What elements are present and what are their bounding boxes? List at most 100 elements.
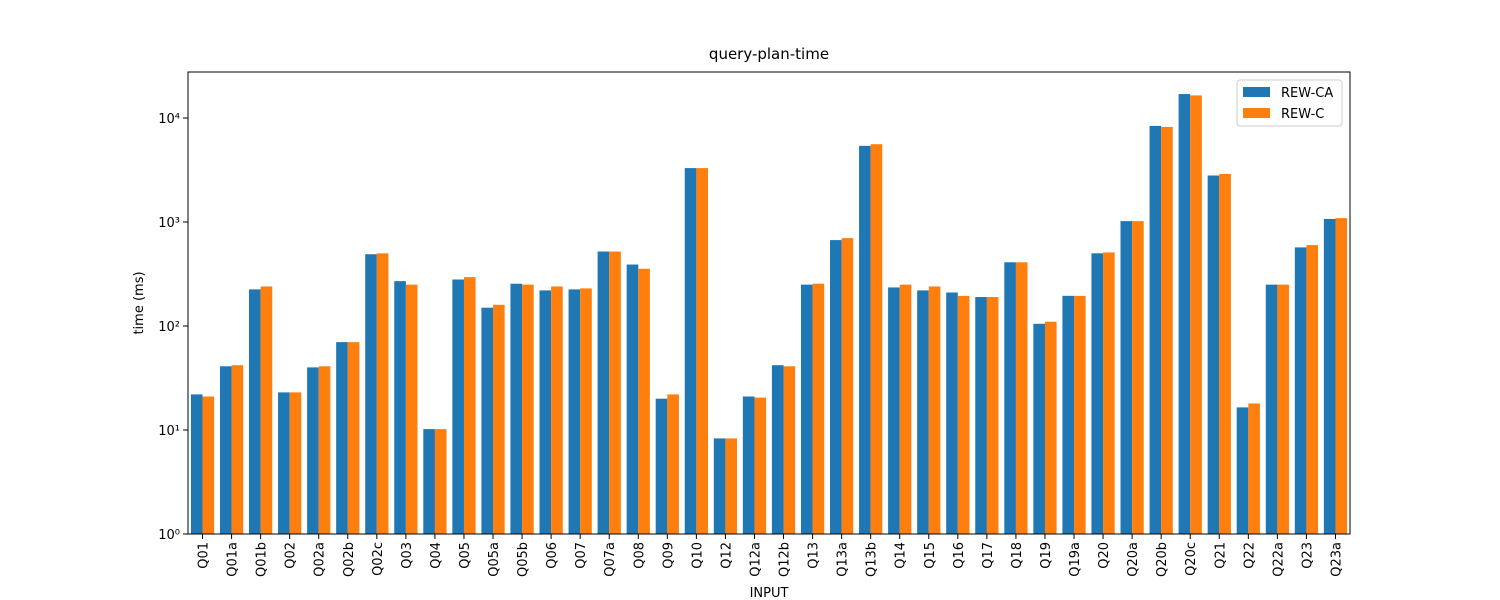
bar (830, 240, 842, 534)
bar (870, 144, 883, 534)
bar (975, 297, 987, 534)
x-tick-label: Q15 (923, 542, 938, 569)
x-tick-label: Q20c (1184, 542, 1199, 576)
bar (278, 392, 290, 534)
x-tick-label: Q06 (545, 542, 560, 569)
chart-title: query-plan-time (709, 45, 829, 63)
x-tick-label: Q05b (516, 542, 531, 577)
bar (1294, 247, 1307, 534)
x-axis-label: INPUT (750, 586, 789, 600)
x-tick-label: Q01a (226, 542, 241, 577)
x-tick-label: Q02 (284, 542, 299, 569)
bar (551, 286, 563, 534)
x-tick-label: Q23a (1329, 542, 1344, 577)
bar (202, 396, 215, 534)
bar (597, 251, 610, 534)
x-tick-label: Q14 (894, 542, 909, 569)
bar (684, 168, 697, 534)
bar (888, 287, 900, 534)
bar (1248, 403, 1260, 534)
bar (1219, 173, 1231, 534)
legend-swatch (1243, 108, 1270, 118)
x-tick-label: Q07a (603, 542, 618, 577)
x-tick-label: Q12a (748, 542, 763, 577)
bar (289, 392, 302, 534)
bar (539, 290, 552, 534)
bar (626, 264, 639, 534)
bar (231, 365, 244, 534)
bar (1044, 321, 1057, 534)
bar (336, 342, 348, 534)
x-tick-label: Q02c (371, 542, 386, 576)
bar (1277, 284, 1289, 534)
bar (260, 286, 273, 534)
bar (219, 366, 232, 534)
x-tick-label: Q13b (865, 542, 880, 577)
x-tick-label: Q05 (458, 542, 473, 569)
legend-label: REW-C (1281, 107, 1324, 122)
x-tick-label: Q03 (400, 542, 415, 569)
bar (423, 429, 435, 534)
bar (859, 145, 871, 535)
bar (1161, 126, 1173, 534)
bar (249, 289, 261, 534)
bar (1015, 262, 1028, 534)
bar (493, 304, 505, 534)
bar (800, 284, 813, 534)
bar (957, 295, 970, 534)
bar (667, 394, 679, 534)
bar (463, 277, 476, 534)
x-tick-label: Q20 (1097, 542, 1112, 569)
bar (307, 367, 319, 534)
x-tick-label: Q05a (487, 542, 502, 577)
x-tick-label: Q19a (1068, 542, 1083, 577)
bar (986, 297, 999, 534)
bar (405, 284, 418, 534)
x-tick-label: Q01 (197, 542, 212, 569)
bar (347, 342, 360, 534)
x-tick-label: Q01b (255, 542, 270, 577)
bar (1062, 295, 1075, 534)
x-tick-label: Q16 (952, 542, 967, 569)
bar (190, 394, 203, 534)
bar (1323, 218, 1336, 534)
bar (1207, 175, 1220, 534)
y-tick-label: 10⁴ (158, 112, 180, 127)
bar (394, 281, 406, 534)
x-tick-label: Q12b (778, 542, 793, 577)
bar (580, 288, 592, 534)
x-tick-label: Q12 (719, 542, 734, 569)
x-tick-label: Q23 (1300, 542, 1315, 569)
bar (1103, 252, 1115, 534)
bar (452, 279, 464, 534)
plot-frame (187, 71, 1351, 535)
legend-label: REW-CA (1281, 86, 1333, 101)
bar (783, 366, 796, 534)
bar (1004, 262, 1016, 534)
x-tick-label: Q04 (429, 542, 444, 569)
x-tick-label: Q19 (1039, 542, 1054, 569)
bar (899, 284, 912, 534)
bar (725, 438, 738, 534)
bar (434, 429, 447, 534)
bar (928, 286, 941, 534)
legend-swatch (1243, 87, 1270, 97)
bar (1074, 295, 1086, 534)
bar (481, 307, 494, 534)
bar (568, 289, 581, 534)
bar (1149, 125, 1162, 535)
bar (1190, 95, 1202, 535)
bar (713, 438, 726, 534)
x-tick-label: Q20a (1126, 542, 1141, 577)
x-tick-label: Q08 (632, 542, 647, 569)
bar (1132, 221, 1144, 534)
bar (946, 292, 958, 534)
bar (696, 168, 708, 534)
x-tick-label: Q02a (313, 542, 328, 577)
bar (1335, 218, 1348, 534)
x-tick-label: Q17 (981, 542, 996, 569)
y-tick-label: 10³ (158, 216, 180, 231)
bar (376, 253, 389, 534)
y-tick-label: 10² (158, 320, 180, 335)
x-tick-label: Q22 (1242, 542, 1257, 569)
